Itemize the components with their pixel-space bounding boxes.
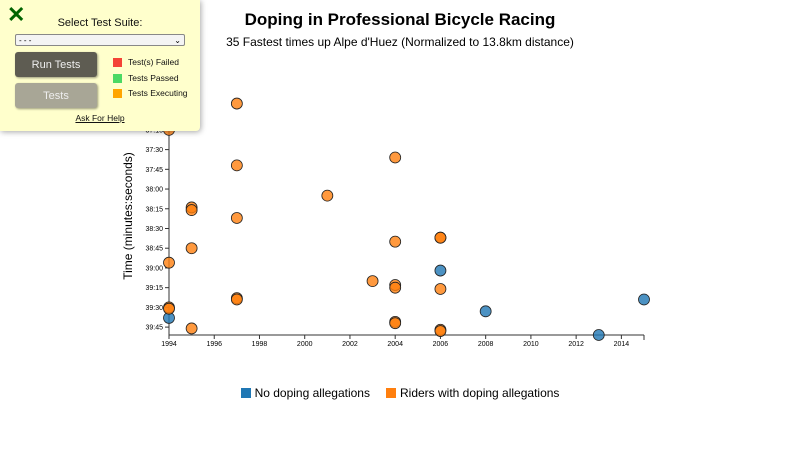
chevron-down-icon: ⌄ bbox=[174, 35, 181, 45]
legend-label: No doping allegations bbox=[254, 386, 370, 400]
y-tick-label: 38:00 bbox=[145, 187, 163, 194]
x-tick-label: 2008 bbox=[478, 341, 494, 348]
dot-no-doping bbox=[479, 305, 492, 318]
legend-swatch bbox=[385, 388, 396, 398]
x-tick-label: 2004 bbox=[387, 341, 403, 348]
executing-swatch bbox=[113, 88, 122, 98]
dot-no-doping bbox=[592, 329, 605, 341]
status-passed: Tests Passed bbox=[113, 73, 179, 83]
y-axis-label: Time (minutes:seconds) bbox=[121, 152, 135, 280]
x-tick-label: 1998 bbox=[252, 341, 268, 348]
dot-doping bbox=[230, 212, 243, 224]
dot-no-doping bbox=[434, 264, 447, 277]
legend-label: Riders with doping allegations bbox=[399, 386, 560, 400]
dot-doping bbox=[163, 256, 175, 269]
tests-button[interactable]: Tests bbox=[15, 83, 97, 108]
legend-item-no-doping: No doping allegations bbox=[240, 386, 370, 400]
dot-doping bbox=[434, 283, 447, 295]
dot-doping bbox=[230, 97, 243, 110]
status-label: Tests Passed bbox=[128, 73, 179, 83]
dot-doping bbox=[434, 231, 447, 244]
dot-doping bbox=[434, 325, 447, 337]
ask-for-help-link[interactable]: Ask For Help bbox=[75, 113, 125, 123]
run-tests-button[interactable]: Run Tests bbox=[15, 52, 97, 77]
y-tick-label: 39:30 bbox=[145, 305, 163, 312]
x-tick-label: 1994 bbox=[161, 341, 177, 348]
x-tick-label: 2010 bbox=[523, 341, 539, 348]
test-suite-select[interactable]: - - - ⌄ bbox=[15, 34, 185, 46]
test-panel: ✕ Select Test Suite: - - - ⌄ Run Tests Te… bbox=[0, 0, 200, 131]
x-tick-label: 2002 bbox=[342, 341, 358, 348]
dot-doping bbox=[389, 151, 402, 164]
x-tick-label: 2000 bbox=[297, 341, 313, 348]
dot-doping bbox=[321, 189, 334, 202]
status-label: Tests Executing bbox=[128, 88, 188, 98]
y-tick-label: 39:15 bbox=[145, 285, 163, 292]
suite-value: - - - bbox=[19, 35, 32, 45]
x-tick-label: 1996 bbox=[206, 341, 222, 348]
dot-doping bbox=[389, 235, 402, 248]
y-tick-label: 37:45 bbox=[145, 167, 163, 174]
close-x-icon[interactable]: ✕ bbox=[7, 2, 26, 27]
dot-doping bbox=[389, 317, 402, 330]
x-tick-label: 2012 bbox=[568, 341, 584, 348]
y-tick-label: 37:30 bbox=[145, 147, 163, 154]
dot-doping bbox=[366, 275, 379, 287]
passed-swatch bbox=[113, 73, 122, 83]
dot-doping bbox=[163, 302, 175, 315]
dot-doping bbox=[230, 159, 243, 172]
x-tick-label: 2014 bbox=[614, 341, 630, 348]
suite-label: Select Test Suite: bbox=[57, 17, 143, 29]
y-tick-label: 38:30 bbox=[145, 226, 163, 233]
dot-doping bbox=[185, 242, 198, 255]
status-executing: Tests Executing bbox=[113, 88, 188, 98]
dot-doping bbox=[185, 322, 198, 335]
chart-title: Doping in Professional Bicycle Racing bbox=[244, 10, 556, 29]
x-tick-label: 2006 bbox=[433, 341, 449, 348]
y-tick-label: 39:45 bbox=[145, 325, 163, 332]
y-tick-label: 39:00 bbox=[145, 265, 163, 272]
status-label: Test(s) Failed bbox=[128, 57, 180, 67]
y-tick-label: 38:45 bbox=[145, 246, 163, 253]
y-tick-label: 38:15 bbox=[145, 206, 163, 213]
dot-no-doping bbox=[638, 293, 650, 306]
status-failed: Test(s) Failed bbox=[113, 57, 179, 67]
legend: No doping allegations Riders with doping… bbox=[0, 386, 800, 400]
dot-doping bbox=[185, 204, 198, 216]
legend-swatch bbox=[240, 388, 251, 398]
chart-subtitle: 35 Fastest times up Alpe d'Huez (Normali… bbox=[226, 35, 574, 49]
failed-swatch bbox=[113, 57, 122, 67]
dot-doping bbox=[230, 293, 243, 306]
dot-doping bbox=[389, 281, 402, 294]
legend-item-doping: Riders with doping allegations bbox=[385, 386, 560, 400]
